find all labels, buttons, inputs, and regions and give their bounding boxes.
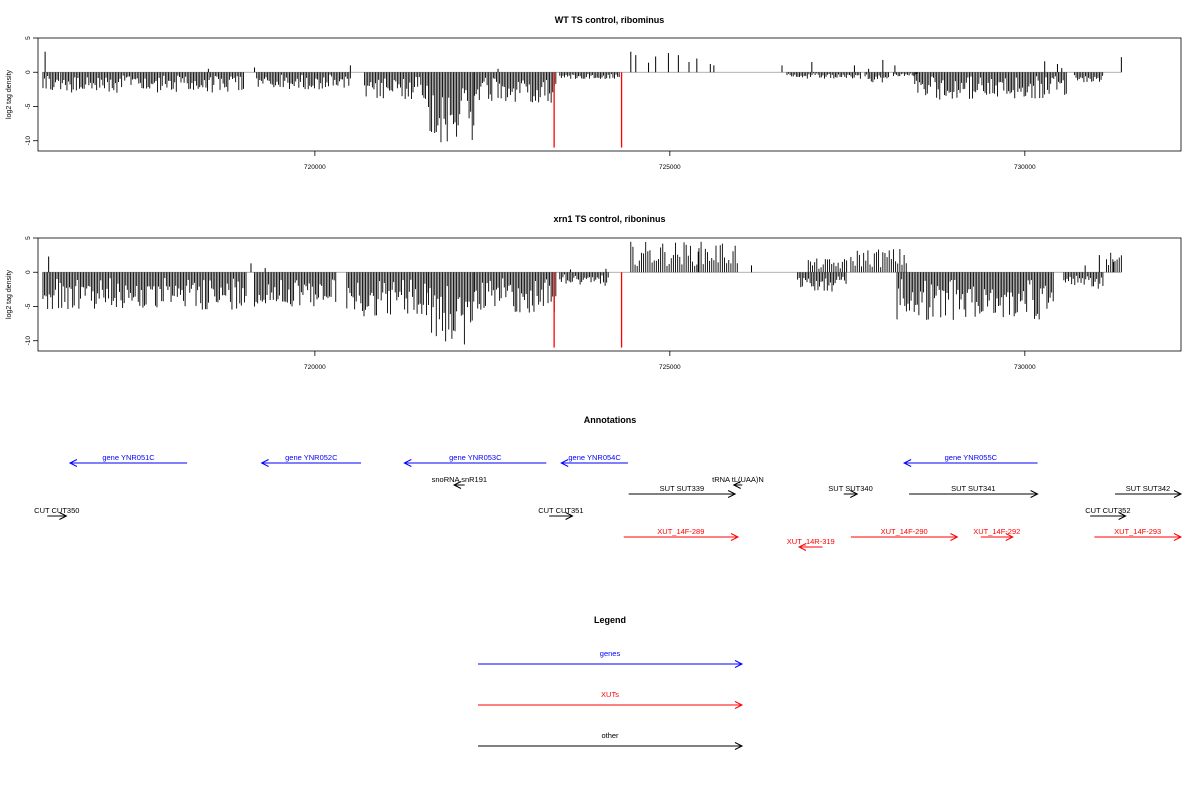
xrn1-axes: 5 0 -5 -10 720000 725000 730000 [25, 236, 1036, 371]
xrn1-x-tick-label: 730000 [1014, 364, 1036, 371]
xrn1-y-axis-label: log2 tag density [6, 269, 13, 319]
xrn1-x-tick-label: 725000 [659, 364, 681, 371]
wt-y-tick-label: 0 [25, 70, 32, 74]
feature-arrow-head [727, 490, 737, 498]
feature-arrow-head [560, 459, 569, 467]
feature-label: gene YNR052C [285, 453, 338, 462]
annotations-track: Annotations gene YNR051C gene YNR052C gene… [34, 415, 1183, 551]
wt-x-tick-label: 730000 [1014, 164, 1036, 171]
feature-arrow-head [903, 459, 912, 467]
xrn1-bars [42, 241, 1122, 348]
xrn1-y-tick-label: -5 [25, 303, 32, 309]
legend-label: XUTs [601, 690, 619, 699]
feature-arrow-head [452, 481, 462, 489]
feature-arrow-head [950, 533, 959, 541]
feature-label: CUT CUT352 [1085, 506, 1130, 515]
xrn1-y-tick-label: 5 [25, 236, 32, 240]
xrn1-panel: xrn1 TS control, riboninus 5 0 -5 -10 720000… [6, 214, 1182, 371]
feature-arrow-head [1118, 512, 1127, 520]
feature-arrow-head [565, 512, 574, 520]
feature-arrow-head [730, 533, 740, 541]
feature-label: XUT_14F-289 [657, 527, 704, 536]
feature-label: XUT_14F-293 [1114, 527, 1161, 536]
feature-label: tRNA tL(UAA)N [712, 475, 764, 484]
wt-x-tick-label: 720000 [304, 164, 326, 171]
legend: Legend genes XUTs other [478, 615, 744, 750]
feature-arrow-head [1173, 533, 1183, 541]
feature-label: XUT_14F-292 [973, 527, 1020, 536]
annotation-features: gene YNR051C gene YNR052C gene YNR053C gene… [34, 453, 1183, 551]
wt-axes: 5 0 -5 -10 720000 725000 730000 [25, 36, 1036, 171]
xrn1-y-tick-label: -10 [25, 336, 32, 346]
feature-label: gene YNR054C [568, 453, 621, 462]
wt-plot-frame [37, 37, 1182, 152]
feature-label: SUT SUT341 [951, 484, 995, 493]
wt-x-tick-label: 725000 [659, 164, 681, 171]
feature-arrow-head [732, 481, 741, 489]
feature-arrow-head [59, 512, 68, 520]
feature-label: SUT SUT342 [1126, 484, 1170, 493]
feature-label: gene YNR053C [449, 453, 502, 462]
feature-arrow-head [1005, 533, 1014, 541]
feature-arrow-head [1173, 490, 1183, 498]
annotations-title: Annotations [584, 415, 637, 425]
legend-items: genes XUTs other [478, 649, 744, 750]
wt-panel-title: WT TS control, ribominus [555, 15, 665, 25]
xrn1-x-tick-label: 720000 [304, 364, 326, 371]
wt-y-tick-label: 5 [25, 36, 32, 40]
feature-arrow-head [797, 543, 807, 551]
feature-label: CUT CUT350 [34, 506, 79, 515]
feature-label: CUT CUT351 [538, 506, 583, 515]
legend-label: genes [600, 649, 621, 658]
xrn1-plot-frame [37, 237, 1182, 352]
legend-arrow-head [734, 701, 744, 709]
feature-arrow-head [403, 459, 412, 467]
wt-y-tick-label: -5 [25, 103, 32, 109]
legend-title: Legend [594, 615, 626, 625]
wt-y-axis-label: log2 tag density [6, 69, 13, 119]
xrn1-panel-title: xrn1 TS control, riboninus [553, 214, 665, 224]
wt-y-tick-label: -10 [25, 136, 32, 146]
feature-label: XUT_14F-290 [881, 527, 928, 536]
wt-bars [42, 51, 1122, 148]
feature-label: snoRNA snR191 [432, 475, 487, 484]
legend-arrow-head [734, 742, 744, 750]
feature-label: XUT_14R-319 [787, 537, 835, 546]
legend-label: other [601, 731, 619, 740]
wt-panel: WT TS control, ribominus 5 0 -5 -10 720000 72… [6, 15, 1182, 171]
feature-label: gene YNR055C [945, 453, 998, 462]
feature-arrow-head [1030, 490, 1039, 498]
legend-arrow-head [734, 660, 744, 668]
feature-arrow-head [850, 490, 859, 498]
xrn1-y-tick-label: 0 [25, 270, 32, 274]
feature-arrow-head [68, 459, 78, 467]
feature-label: gene YNR051C [102, 453, 155, 462]
feature-arrow-head [260, 459, 269, 467]
feature-label: SUT SUT340 [828, 484, 872, 493]
feature-label: SUT SUT339 [660, 484, 704, 493]
